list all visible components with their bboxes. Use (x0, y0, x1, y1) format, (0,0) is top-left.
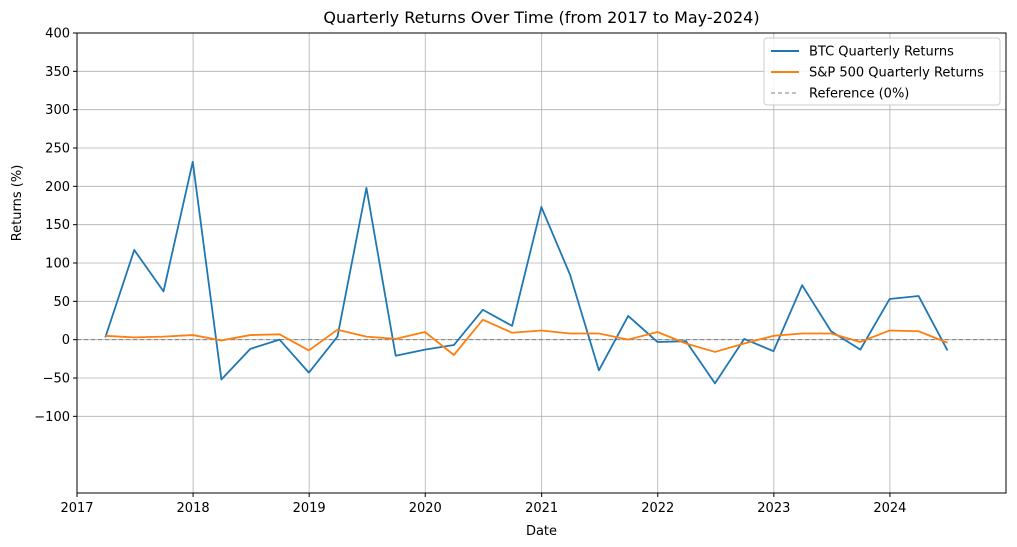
x-tick-label: 2017 (60, 501, 93, 516)
x-tick-label: 2022 (641, 501, 674, 516)
y-tick-label: 300 (45, 103, 70, 118)
series-layer (104, 160, 949, 385)
y-tick-label: −50 (43, 372, 70, 387)
x-tick-label: 2019 (293, 501, 326, 516)
x-axis-title: Date (526, 524, 557, 539)
chart-title: Quarterly Returns Over Time (from 2017 t… (323, 8, 759, 27)
y-tick-label: 50 (53, 295, 70, 310)
y-tick-label: 250 (45, 142, 70, 157)
legend-box (763, 37, 1001, 106)
y-tick-label: 100 (45, 257, 70, 272)
x-tick-label: 2021 (525, 501, 558, 516)
y-tick-label: 350 (45, 65, 70, 80)
sp500-series-line (105, 318, 948, 356)
y-tick-label: 0 (62, 333, 70, 348)
y-tick-label: −100 (34, 410, 70, 425)
y-tick-label: 400 (45, 27, 70, 42)
legend-label-reference: Reference (0%) (809, 87, 909, 102)
x-tick-label: 2023 (757, 501, 790, 516)
y-axis-title: Returns (%) (10, 165, 25, 242)
btc-series-line (104, 160, 949, 385)
x-tick-label: 2018 (177, 501, 210, 516)
axis-layer: −100 −50 0 50 100 150 200 250 300 350 400 2017 2018 2… (34, 27, 906, 517)
x-tick-label: 2024 (873, 501, 906, 516)
legend-label-btc: BTC Quarterly Returns (809, 45, 954, 60)
y-tick-label: 200 (45, 180, 70, 195)
y-tick-label: 150 (45, 218, 70, 233)
legend: BTC Quarterly Returns S&P 500 Quarterly … (763, 37, 1001, 106)
legend-label-sp500: S&P 500 Quarterly Returns (809, 66, 984, 81)
x-tick-label: 2020 (409, 501, 442, 516)
